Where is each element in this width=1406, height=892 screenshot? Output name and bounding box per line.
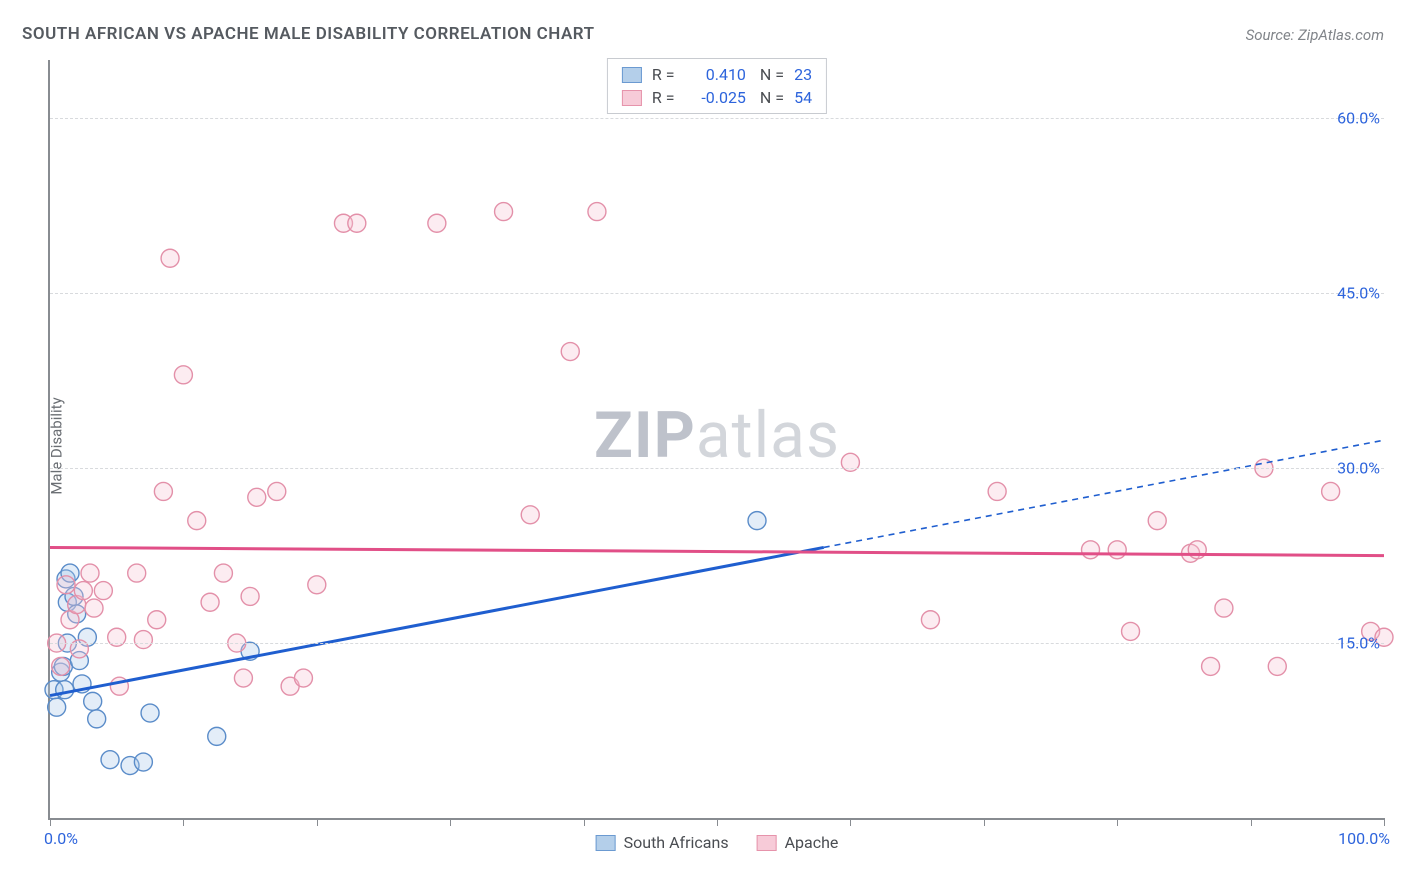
x-tick — [1117, 818, 1118, 826]
legend-label-sa: South Africans — [624, 833, 729, 852]
data-point — [128, 564, 146, 582]
data-point — [148, 611, 166, 629]
data-point — [188, 512, 206, 530]
data-point — [88, 710, 106, 728]
x-tick — [183, 818, 184, 826]
data-point — [214, 564, 232, 582]
data-point — [94, 582, 112, 600]
correlation-legend: R = 0.410 N = 23 R = -0.025 N = 54 — [607, 58, 827, 114]
y-tick-label: 60.0% — [1337, 109, 1386, 128]
y-tick-label: 15.0% — [1337, 634, 1386, 653]
data-point — [241, 587, 259, 605]
data-point — [84, 692, 102, 710]
x-tick — [717, 818, 718, 826]
data-point — [428, 214, 446, 232]
series-legend: South Africans Apache — [596, 833, 839, 852]
n-value-ap: 54 — [794, 88, 812, 107]
data-point — [234, 669, 252, 687]
y-tick-label: 45.0% — [1337, 284, 1386, 303]
gridline — [50, 293, 1384, 294]
swatch-sa — [622, 67, 642, 83]
x-tick — [1251, 818, 1252, 826]
data-point — [208, 727, 226, 745]
legend-item-sa: South Africans — [596, 833, 729, 852]
data-point — [1188, 541, 1206, 559]
gridline — [50, 643, 1384, 644]
n-value-sa: 23 — [794, 65, 812, 84]
data-point — [294, 669, 312, 687]
source-label: Source: ZipAtlas.com — [1246, 26, 1384, 44]
data-point — [1148, 512, 1166, 530]
legend-row-sa: R = 0.410 N = 23 — [622, 65, 812, 84]
data-point — [561, 343, 579, 361]
n-label: N = — [760, 65, 784, 84]
data-point — [1322, 482, 1340, 500]
swatch-ap-bottom — [757, 835, 777, 851]
data-point — [1082, 541, 1100, 559]
data-point — [248, 488, 266, 506]
data-point — [1108, 541, 1126, 559]
data-point — [348, 214, 366, 232]
trend-line-extension — [824, 440, 1384, 547]
r-label: R = — [652, 65, 680, 84]
data-point — [52, 657, 70, 675]
x-tick — [317, 818, 318, 826]
n-label: N = — [760, 88, 784, 107]
x-tick — [584, 818, 585, 826]
x-tick — [984, 818, 985, 826]
data-point — [154, 482, 172, 500]
legend-row-ap: R = -0.025 N = 54 — [622, 88, 812, 107]
y-tick-label: 30.0% — [1337, 459, 1386, 478]
data-point — [141, 704, 159, 722]
data-point — [48, 698, 66, 716]
x-tick — [450, 818, 451, 826]
data-point — [988, 482, 1006, 500]
data-point — [521, 506, 539, 524]
x-tick-label: 0.0% — [44, 829, 78, 848]
data-point — [56, 681, 74, 699]
data-point — [161, 249, 179, 267]
data-point — [134, 753, 152, 771]
data-point — [1215, 599, 1233, 617]
legend-label-ap: Apache — [785, 833, 839, 852]
data-point — [74, 582, 92, 600]
data-point — [85, 599, 103, 617]
data-point — [174, 366, 192, 384]
r-value-sa: 0.410 — [690, 65, 746, 84]
data-point — [1268, 657, 1286, 675]
data-point — [57, 576, 75, 594]
x-tick — [50, 818, 51, 826]
data-point — [1202, 657, 1220, 675]
plot-area: ZIPatlas R = 0.410 N = 23 R = -0.025 N =… — [48, 60, 1384, 820]
data-point — [101, 751, 119, 769]
swatch-sa-bottom — [596, 835, 616, 851]
gridline — [50, 118, 1384, 119]
data-point — [748, 512, 766, 530]
data-point — [1122, 622, 1140, 640]
data-point — [921, 611, 939, 629]
data-point — [134, 631, 152, 649]
data-point — [495, 203, 513, 221]
chart-svg — [50, 60, 1384, 818]
swatch-ap — [622, 90, 642, 106]
gridline — [50, 468, 1384, 469]
r-label: R = — [652, 88, 680, 107]
data-point — [81, 564, 99, 582]
data-point — [308, 576, 326, 594]
data-point — [268, 482, 286, 500]
legend-item-ap: Apache — [757, 833, 839, 852]
chart-title: SOUTH AFRICAN VS APACHE MALE DISABILITY … — [22, 24, 595, 44]
data-point — [588, 203, 606, 221]
x-tick — [850, 818, 851, 826]
x-tick — [1384, 818, 1385, 826]
r-value-ap: -0.025 — [690, 88, 746, 107]
x-tick-label: 100.0% — [1338, 829, 1390, 848]
data-point — [201, 593, 219, 611]
